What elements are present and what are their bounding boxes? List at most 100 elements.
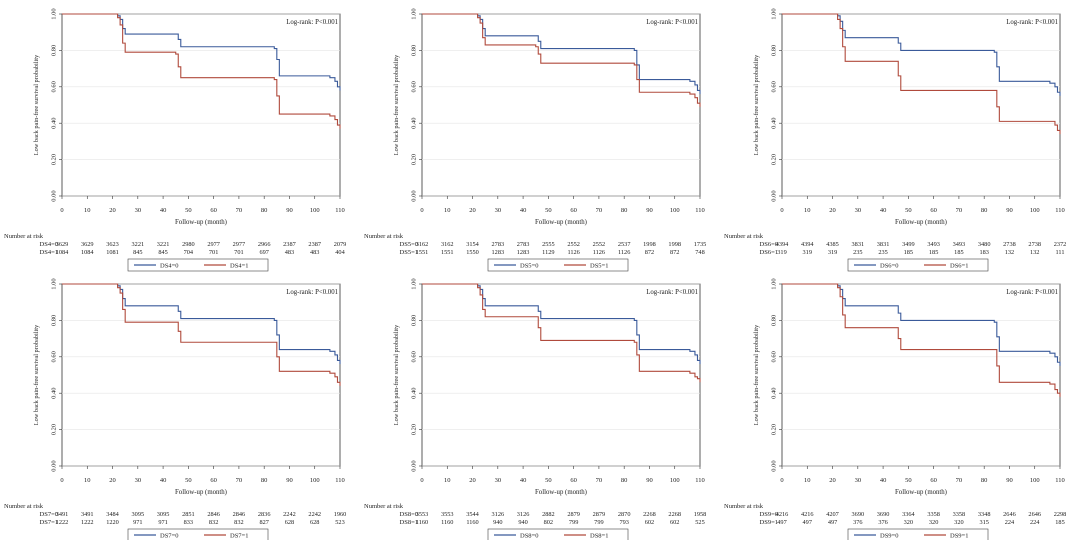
risk-count: 602 bbox=[670, 519, 679, 526]
risk-count: 2372 bbox=[1054, 241, 1067, 248]
y-tick-label: 0.60 bbox=[51, 351, 58, 362]
y-tick-label: 0.00 bbox=[51, 460, 58, 471]
y-tick-label: 0.00 bbox=[771, 460, 778, 471]
risk-count: 1550 bbox=[466, 249, 479, 256]
risk-count: 2882 bbox=[542, 511, 555, 518]
risk-count: 940 bbox=[518, 519, 527, 526]
y-tick-label: 0.40 bbox=[411, 118, 418, 129]
legend-entry: DS4=0 bbox=[160, 262, 178, 269]
y-tick-label: 0.60 bbox=[771, 351, 778, 362]
risk-count: 4394 bbox=[801, 241, 814, 248]
risk-count: 628 bbox=[285, 519, 294, 526]
risk-row-label: DS5=1 bbox=[400, 249, 418, 256]
km-panel-2: 0.00 0.20 0.40 0.60 0.80 1.00 0 10 20 30 40 50 60 70 8… bbox=[364, 8, 706, 272]
plot-frame bbox=[421, 13, 701, 197]
risk-row-label: DS4=0 bbox=[40, 241, 58, 248]
x-tick-label: 110 bbox=[335, 207, 345, 214]
risk-count: 2977 bbox=[207, 241, 220, 248]
plot-frame bbox=[781, 13, 1061, 197]
y-tick-label: 0.40 bbox=[51, 118, 58, 129]
risk-count: 319 bbox=[803, 249, 812, 256]
risk-count: 940 bbox=[493, 519, 502, 526]
y-axis-label: Low back pain-free survival probability bbox=[33, 324, 40, 425]
risk-count: 132 bbox=[1030, 249, 1039, 256]
x-tick-label: 10 bbox=[84, 477, 91, 484]
risk-table-title: Number at risk bbox=[364, 503, 404, 510]
x-axis-label: Follow-up (month) bbox=[535, 219, 587, 226]
km-panel-3: 0.00 0.20 0.40 0.60 0.80 1.00 0 10 20 30 40 50 60 70 8… bbox=[724, 8, 1067, 272]
risk-table-title: Number at risk bbox=[4, 503, 44, 510]
x-tick-label: 70 bbox=[596, 477, 603, 484]
x-tick-label: 110 bbox=[335, 477, 345, 484]
survival-curve-group-0 bbox=[782, 13, 1061, 96]
risk-count: 1081 bbox=[106, 249, 119, 256]
risk-count: 3544 bbox=[466, 511, 479, 518]
plot-frame bbox=[421, 283, 701, 467]
x-axis-label: Follow-up (month) bbox=[895, 219, 947, 226]
log-rank-annotation: Log-rank: P<0.001 bbox=[646, 19, 698, 26]
y-tick-label: 0.20 bbox=[51, 424, 58, 435]
risk-count: 799 bbox=[594, 519, 603, 526]
x-tick-label: 10 bbox=[804, 207, 811, 214]
x-tick-label: 40 bbox=[160, 207, 167, 214]
x-axis-label: Follow-up (month) bbox=[535, 489, 587, 496]
risk-table-title: Number at risk bbox=[724, 503, 764, 510]
legend-box bbox=[127, 528, 269, 540]
y-tick-label: 0.20 bbox=[411, 424, 418, 435]
x-tick-label: 70 bbox=[236, 207, 243, 214]
risk-row-label: DS7=0 bbox=[40, 511, 58, 518]
x-tick-label: 60 bbox=[210, 477, 217, 484]
survival-curve-group-1 bbox=[782, 283, 1061, 397]
legend-box bbox=[487, 258, 629, 272]
risk-row-label: DS8=1 bbox=[400, 519, 418, 526]
risk-count: 1084 bbox=[56, 249, 69, 256]
x-tick-label: 70 bbox=[236, 477, 243, 484]
km-panel-6: 0.00 0.20 0.40 0.60 0.80 1.00 0 10 20 30 40 50 60 70 8… bbox=[724, 278, 1066, 540]
risk-count: 3364 bbox=[902, 511, 915, 518]
risk-count: 3480 bbox=[978, 241, 991, 248]
y-tick-label: 0.40 bbox=[771, 118, 778, 129]
risk-count: 3493 bbox=[953, 241, 966, 248]
x-tick-label: 20 bbox=[829, 477, 836, 484]
risk-count: 2870 bbox=[618, 511, 631, 518]
risk-count: 3629 bbox=[81, 241, 94, 248]
y-tick-label: 0.80 bbox=[771, 315, 778, 326]
risk-count: 319 bbox=[828, 249, 837, 256]
risk-count: 1160 bbox=[466, 519, 478, 526]
risk-row-label: DS9=0 bbox=[760, 511, 778, 518]
risk-count: 185 bbox=[929, 249, 938, 256]
survival-curve-group-0 bbox=[422, 283, 701, 365]
y-tick-label: 1.00 bbox=[411, 278, 418, 289]
y-tick-label: 0.20 bbox=[411, 154, 418, 165]
log-rank-annotation: Log-rank: P<0.001 bbox=[1006, 289, 1058, 296]
risk-count: 832 bbox=[234, 519, 243, 526]
y-tick-label: 1.00 bbox=[51, 278, 58, 289]
risk-row-label: DS9=1 bbox=[760, 519, 778, 526]
x-axis-label: Follow-up (month) bbox=[175, 489, 227, 496]
x-tick-label: 30 bbox=[135, 477, 142, 484]
risk-count: 224 bbox=[1005, 519, 1015, 526]
risk-count: 802 bbox=[544, 519, 553, 526]
x-tick-label: 50 bbox=[905, 477, 912, 484]
risk-count: 971 bbox=[133, 519, 142, 526]
risk-count: 3095 bbox=[132, 511, 145, 518]
risk-count: 2646 bbox=[1028, 511, 1041, 518]
risk-count: 4207 bbox=[826, 511, 839, 518]
risk-count: 602 bbox=[645, 519, 654, 526]
x-tick-label: 40 bbox=[880, 207, 887, 214]
risk-count: 1160 bbox=[416, 519, 428, 526]
risk-count: 4394 bbox=[776, 241, 789, 248]
y-tick-label: 0.80 bbox=[411, 45, 418, 56]
risk-count: 2537 bbox=[618, 241, 631, 248]
risk-count: 185 bbox=[1055, 519, 1064, 526]
x-tick-label: 20 bbox=[109, 477, 116, 484]
risk-count: 320 bbox=[904, 519, 913, 526]
risk-count: 132 bbox=[1005, 249, 1014, 256]
x-tick-label: 0 bbox=[420, 207, 423, 214]
risk-table-title: Number at risk bbox=[364, 233, 404, 240]
risk-count: 1084 bbox=[81, 249, 94, 256]
y-tick-label: 0.60 bbox=[771, 81, 778, 92]
survival-curve-group-0 bbox=[422, 13, 701, 95]
plot-frame bbox=[61, 13, 341, 197]
risk-count: 2783 bbox=[517, 241, 530, 248]
